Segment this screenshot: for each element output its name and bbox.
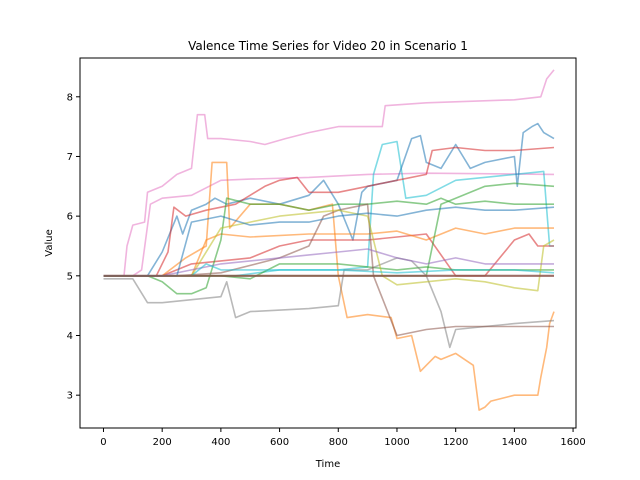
- y-tick-label: 7: [67, 152, 73, 163]
- series-line-12: [103, 257, 555, 349]
- plot-area: [103, 69, 555, 411]
- x-tick-label: 1600: [560, 437, 585, 448]
- series-line-5: [103, 146, 555, 277]
- series-line-6: [103, 233, 554, 277]
- series-line-17: [103, 263, 555, 277]
- chart-title: Valence Time Series for Video 20 in Scen…: [188, 39, 468, 53]
- y-tick-label: 3: [67, 391, 73, 402]
- series-line-2: [103, 172, 555, 277]
- axes-frame: [79, 57, 577, 429]
- x-tick-label: 1400: [502, 437, 527, 448]
- series-line-8: [103, 227, 554, 277]
- series-line-1: [103, 69, 555, 277]
- y-tick-label: 8: [67, 92, 73, 103]
- y-axis: 3 4 5 6 7 8: [67, 92, 80, 402]
- y-axis-label: Value: [44, 229, 55, 256]
- x-axis: 0 200 400 600 800 1000 1200 1400 1600: [100, 428, 586, 448]
- series-line-16: [103, 206, 555, 277]
- x-tick-label: 400: [211, 437, 230, 448]
- x-tick-label: 800: [329, 437, 348, 448]
- x-tick-label: 0: [100, 437, 106, 448]
- x-axis-label: Time: [315, 459, 340, 470]
- x-tick-label: 600: [270, 437, 289, 448]
- x-tick-label: 1200: [443, 437, 468, 448]
- series-line-7: [103, 161, 555, 411]
- y-tick-label: 5: [67, 271, 73, 282]
- x-tick-label: 200: [153, 437, 172, 448]
- y-tick-label: 6: [67, 212, 73, 223]
- series-line-14: [103, 209, 555, 292]
- x-tick-label: 1000: [384, 437, 409, 448]
- series-line-9: [103, 197, 554, 295]
- y-tick-label: 4: [67, 331, 73, 342]
